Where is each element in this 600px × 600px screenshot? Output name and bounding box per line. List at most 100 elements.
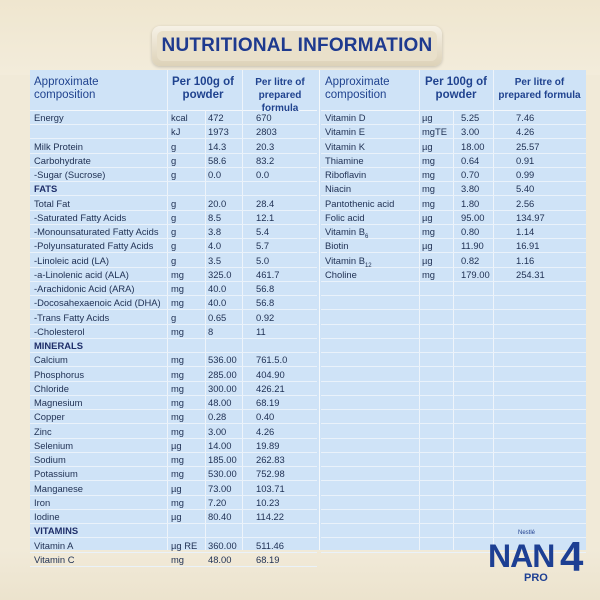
table-separator: [319, 70, 320, 550]
table-row: Riboflavin mg 0.70 0.99: [321, 167, 586, 183]
row-divider: [321, 252, 586, 254]
per-litre-value: 56.8: [256, 297, 275, 309]
row-divider: [30, 437, 317, 439]
unit-cell: µg: [171, 511, 182, 522]
page-title: NUTRITIONAL INFORMATION: [161, 35, 433, 56]
per-litre-value: 4.26: [256, 425, 275, 437]
per-litre-value: 0.0: [256, 169, 270, 180]
per-litre-value: 1.14: [516, 226, 535, 237]
per-litre-value: 670: [256, 112, 272, 123]
table-row: kJ 1973 2803: [30, 124, 317, 140]
nutrient-name: Vitamin K: [325, 140, 365, 152]
unit-cell: mg: [171, 454, 185, 465]
per-litre-value: 262.83: [256, 454, 285, 465]
per-litre-value: 12.1: [256, 211, 275, 223]
row-divider: [30, 323, 317, 325]
per-100g-value: 73.00: [208, 482, 232, 494]
nutrient-name: Carbohydrate: [34, 154, 91, 166]
subscript: 12: [364, 262, 372, 269]
per-100g-header: Per 100g of powder: [172, 76, 234, 101]
left-table: Approximate composition Per 100g of powd…: [30, 70, 317, 567]
nutrient-name: Calcium: [34, 354, 68, 366]
row-divider: [30, 195, 317, 197]
per-litre-value: 10.23: [256, 496, 280, 508]
per-100g-value: 0.28: [208, 411, 227, 423]
unit-cell: µg: [422, 254, 433, 266]
row-divider: [30, 266, 317, 268]
unit-cell: g: [171, 254, 177, 266]
table-row: -Cholesterol mg 8 11: [30, 324, 317, 340]
per-100g-value: 0.65: [208, 311, 227, 323]
per-100g-value: 0.0: [208, 169, 222, 180]
per-100g-header: Per 100g of powder: [425, 76, 487, 101]
row-divider: [321, 124, 586, 125]
per-100g-value: 0.70: [461, 169, 480, 180]
table-row: Iodine µg 80.40 114.22: [30, 509, 317, 525]
nan-pro-logo: Nestlé NAN 4 PRO: [486, 530, 596, 594]
per-100g-value: 14.00: [208, 439, 232, 451]
per-100g-value: 48.00: [208, 397, 232, 408]
table-row: Potassium mg 530.00 752.98: [30, 466, 317, 482]
per-100g-value: 3.80: [461, 183, 480, 195]
row-divider: [321, 181, 586, 182]
per-litre-value: 103.71: [256, 482, 285, 494]
row-divider: [321, 266, 586, 268]
unit-cell: µg: [171, 439, 182, 451]
per-litre-value: 68.19: [256, 553, 280, 565]
row-divider: [30, 409, 317, 410]
per-100g-value: 3.00: [208, 425, 227, 437]
unit-cell: µg RE: [171, 539, 198, 551]
table-row: Zinc mg 3.00 4.26: [30, 424, 317, 440]
per-100g-value: 7.20: [208, 496, 227, 508]
table-row: -Monounsaturated Fatty Acids g 3.8 5.4: [30, 224, 317, 240]
nutrient-name: VITAMINS: [34, 525, 79, 537]
per-litre-value: 511.46: [256, 539, 284, 551]
row-divider: [30, 352, 317, 353]
approx-composition-header: Approximate composition: [34, 76, 99, 101]
per-litre-value: 7.46: [516, 112, 535, 123]
table-row: -Saturated Fatty Acids g 8.5 12.1: [30, 210, 317, 226]
unit-cell: mg: [171, 354, 185, 366]
row-divider: [30, 451, 317, 453]
table-row: -Trans Fatty Acids g 0.65 0.92: [30, 310, 317, 326]
nutrient-name: Vitamin B6: [325, 226, 369, 240]
nutrient-name: Pantothenic acid: [325, 197, 395, 209]
nutrient-name: -Linoleic acid (LA): [34, 254, 110, 266]
row-divider: [30, 209, 317, 211]
nutrient-name: Copper: [34, 411, 65, 423]
per-litre-value: 5.4: [256, 226, 270, 237]
nutrient-name: Vitamin E: [325, 126, 365, 138]
nutrient-name: Iron: [34, 496, 51, 508]
table-row: Niacin mg 3.80 5.40: [321, 181, 586, 197]
product-variant: PRO: [524, 572, 548, 584]
nutrient-name: Sodium: [34, 454, 66, 465]
table-row: Folic acid µg 95.00 134.97: [321, 210, 586, 226]
column-divider: [205, 110, 206, 550]
nutrient-name: Vitamin D: [325, 112, 366, 123]
nutrient-name: Biotin: [325, 240, 349, 252]
row-divider: [321, 508, 586, 510]
section-heading: VITAMINS: [30, 523, 317, 539]
table-row: -Polyunsaturated Fatty Acids g 4.0 5.7: [30, 238, 317, 254]
per-100g-value: 4.0: [208, 240, 222, 252]
nutrient-name: Energy: [34, 112, 64, 123]
nutrient-name: -Saturated Fatty Acids: [34, 211, 127, 223]
nutrient-name: Vitamin C: [34, 553, 75, 565]
per-100g-value: 285.00: [208, 368, 237, 380]
unit-cell: µg: [422, 140, 433, 152]
row-divider: [321, 138, 586, 140]
unit-cell: µg: [422, 211, 433, 223]
unit-cell: g: [171, 311, 177, 323]
footer-background: [0, 548, 600, 600]
row-divider: [321, 166, 586, 168]
table-row: Pantothenic acid mg 1.80 2.56: [321, 196, 586, 212]
row-divider: [30, 309, 317, 311]
per-litre-value: 134.97: [516, 211, 545, 223]
row-divider: [30, 295, 317, 296]
row-divider: [30, 152, 317, 154]
nutrient-name: MINERALS: [34, 340, 83, 351]
nutrient-name: Iodine: [34, 511, 60, 522]
per-litre-value: 4.26: [516, 126, 535, 138]
per-litre-value: 5.7: [256, 240, 270, 252]
per-100g-value: 185.00: [208, 454, 237, 465]
